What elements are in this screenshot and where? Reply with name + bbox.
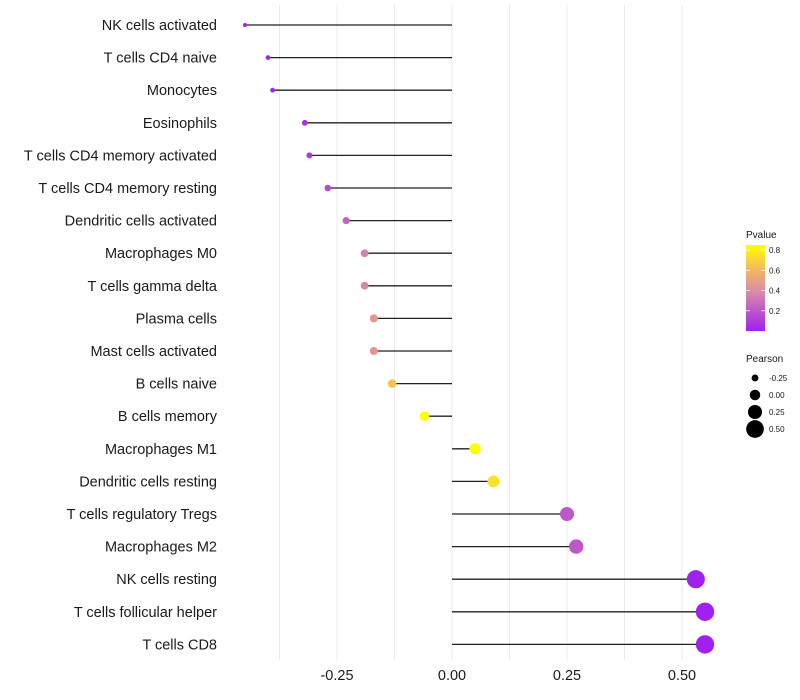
lollipop-point [487, 475, 500, 488]
lollipop-point [695, 602, 715, 621]
lollipop-point [301, 119, 308, 126]
y-axis-label: T cells follicular helper [74, 605, 217, 621]
y-axis-label: Macrophages M0 [105, 246, 217, 262]
y-axis-label: NK cells activated [102, 18, 217, 34]
y-axis-label: Mast cells activated [90, 344, 217, 360]
x-tick-label: 0.50 [668, 668, 696, 684]
y-axis-label: Macrophages M2 [105, 540, 217, 556]
x-tick-label: 0.25 [553, 668, 581, 684]
lollipop-point [695, 635, 715, 654]
lollipop-point [270, 87, 276, 93]
y-axis-label: B cells memory [118, 409, 218, 425]
y-axis-label: T cells regulatory Tregs [67, 507, 217, 523]
colorbar-tick-label: 0.4 [769, 287, 781, 296]
colorbar-tick-label: 0.8 [769, 246, 781, 255]
pearson-legend-title: Pearson [746, 354, 783, 365]
lollipop-point [419, 411, 430, 422]
y-axis-label: Macrophages M1 [105, 442, 217, 458]
colorbar-tick-label: 0.2 [769, 307, 781, 316]
size-legend-label: 0.25 [769, 408, 785, 417]
lollipop-point [342, 217, 350, 225]
lollipop-point [369, 314, 378, 323]
size-legend-dot [746, 420, 764, 438]
size-legend-dot [749, 389, 761, 401]
lollipop-stems [245, 24, 705, 646]
pvalue-legend-title: Pvalue [746, 230, 777, 241]
lollipop-point [243, 23, 247, 27]
grid-lines [279, 5, 683, 660]
y-axis-label: Dendritic cells resting [79, 474, 217, 490]
lollipop-point [360, 281, 369, 290]
size-legend-label: 0.50 [769, 425, 785, 434]
lollipop-point [469, 443, 481, 455]
lollipop-point [324, 184, 332, 192]
y-axis-label: B cells naive [136, 377, 217, 393]
y-axis-labels: NK cells activated T cells CD4 naive Monoc… [24, 18, 218, 653]
x-tick-label: 0.00 [438, 668, 466, 684]
y-axis-label: T cells CD4 memory resting [38, 181, 217, 197]
lollipop-point [569, 539, 584, 554]
lollipop-point [387, 379, 397, 388]
lollipop-point [360, 249, 369, 258]
size-legend-dot [751, 374, 759, 382]
y-axis-label: NK cells resting [116, 572, 217, 588]
y-axis-label: T cells gamma delta [88, 279, 218, 295]
size-legend-label: -0.25 [769, 374, 788, 383]
y-axis-label: T cells CD4 memory activated [24, 148, 217, 164]
y-axis-label: T cells CD8 [142, 637, 217, 653]
lollipop-point [559, 506, 575, 522]
size-legend-dot [747, 404, 763, 420]
colorbar-tick-label: 0.6 [769, 266, 781, 275]
lollipop-point [686, 570, 705, 589]
lollipop-point [306, 152, 313, 159]
lollipop-point [265, 55, 271, 60]
y-axis-label: Monocytes [147, 83, 217, 99]
pvalue-colorbar [746, 245, 765, 331]
pearson-legend: Pearson -0.25 0.00 0.25 0.50 [746, 354, 788, 438]
size-legend-label: 0.00 [769, 391, 785, 400]
pvalue-legend: Pvalue 0.8 0.6 0.4 0.2 [746, 230, 781, 331]
y-axis-label: Dendritic cells activated [65, 214, 217, 230]
lollipop-points [243, 23, 715, 654]
y-axis-label: Eosinophils [143, 116, 217, 132]
y-axis-label: T cells CD4 naive [104, 51, 217, 67]
lollipop-point [369, 346, 378, 356]
x-tick-label: -0.25 [320, 668, 353, 684]
y-axis-label: Plasma cells [136, 311, 217, 327]
x-axis-ticks: -0.25 0.00 0.25 0.50 [320, 668, 696, 684]
